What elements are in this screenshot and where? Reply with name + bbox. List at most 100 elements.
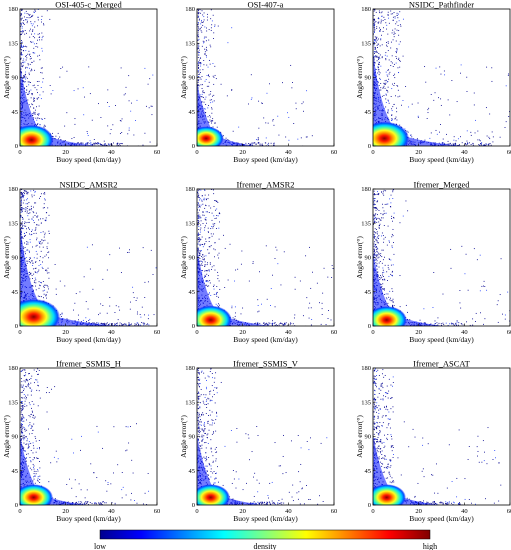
scatter-point — [374, 245, 376, 247]
scatter-point — [31, 389, 33, 391]
y-tick-label: 0 — [192, 323, 195, 330]
scatter-point — [321, 302, 323, 304]
scatter-point — [27, 385, 29, 387]
scatter-point — [212, 95, 213, 97]
scatter-point — [203, 199, 205, 201]
scatter-point — [453, 139, 455, 141]
scatter-point — [382, 276, 384, 277]
scatter-point — [29, 53, 31, 55]
scatter-point — [209, 280, 211, 282]
scatter-point — [21, 221, 23, 223]
scatter-point — [373, 248, 375, 250]
scatter-point — [206, 211, 208, 213]
scatter-point — [21, 418, 23, 420]
scatter-point — [202, 69, 204, 71]
scatter-point — [21, 26, 23, 28]
scatter-point — [28, 447, 30, 449]
scatter-point — [215, 209, 217, 211]
scatter-point — [22, 407, 24, 409]
x-tick-label: 0 — [195, 329, 198, 336]
scatter-point — [45, 220, 47, 222]
scatter-point — [198, 372, 200, 374]
scatter-point — [79, 503, 81, 505]
scatter-point — [393, 75, 395, 76]
scatter-point — [35, 451, 37, 453]
scatter-point — [20, 225, 22, 227]
scatter-point — [144, 281, 146, 283]
scatter-point — [411, 103, 413, 105]
scatter-point — [211, 219, 213, 221]
scatter-point — [456, 320, 458, 322]
scatter-point — [33, 282, 35, 284]
scatter-point — [443, 142, 445, 144]
scatter-point — [204, 284, 206, 286]
scatter-point — [433, 272, 435, 273]
scatter-point — [265, 245, 267, 247]
scatter-point — [29, 433, 30, 435]
scatter-point — [272, 320, 273, 322]
scatter-point — [22, 369, 24, 371]
scatter-point — [76, 503, 78, 504]
scatter-point — [39, 256, 41, 258]
scatter-point — [149, 78, 151, 80]
scatter-point — [480, 143, 482, 145]
scatter-point — [379, 45, 381, 47]
scatter-point — [28, 441, 30, 443]
scatter-point — [23, 442, 25, 444]
scatter-point — [216, 291, 218, 293]
scatter-point — [32, 442, 34, 444]
scatter-point — [197, 84, 199, 86]
scatter-point — [117, 319, 119, 321]
scatter-point — [67, 501, 69, 503]
scatter-point — [197, 51, 199, 53]
scatter-point — [47, 242, 49, 244]
x-tick-label: 20 — [239, 149, 246, 156]
scatter-point — [35, 227, 37, 229]
scatter-point — [382, 274, 384, 276]
scatter-point — [109, 296, 111, 298]
scatter-point — [151, 114, 153, 116]
scatter-point — [387, 267, 389, 269]
scatter-point — [376, 260, 378, 262]
scatter-point — [197, 190, 199, 192]
scatter-point — [234, 315, 236, 317]
scatter-point — [257, 311, 259, 313]
scatter-point — [22, 384, 24, 386]
scatter-point — [42, 218, 44, 220]
scatter-point — [375, 254, 377, 255]
scatter-point — [33, 403, 35, 405]
scatter-point — [383, 27, 384, 29]
scatter-point — [206, 50, 208, 52]
scatter-point — [292, 82, 294, 84]
scatter-point — [119, 247, 120, 249]
scatter-point — [31, 41, 32, 43]
scatter-point — [374, 221, 375, 223]
scatter-point — [380, 283, 381, 285]
scatter-point — [29, 457, 31, 458]
scatter-point — [219, 288, 221, 290]
scatter-point — [401, 104, 402, 106]
scatter-point — [381, 56, 383, 58]
scatter-point — [213, 215, 215, 217]
scatter-point — [198, 229, 200, 230]
scatter-point — [385, 94, 387, 96]
scatter-point — [466, 130, 468, 132]
x-tick-label: 60 — [154, 329, 161, 336]
scatter-point — [141, 322, 143, 324]
scatter-point — [376, 254, 377, 256]
scatter-point — [33, 465, 35, 467]
scatter-point — [32, 220, 34, 222]
scatter-point — [24, 381, 26, 383]
scatter-point — [205, 96, 207, 98]
scatter-point — [204, 261, 206, 263]
scatter-point — [33, 470, 35, 472]
scatter-point — [20, 425, 22, 427]
scatter-point — [144, 314, 145, 316]
scatter-point — [28, 17, 30, 19]
scatter-point — [377, 233, 378, 235]
scatter-point — [24, 73, 26, 75]
scatter-point — [33, 414, 35, 416]
scatter-point — [390, 206, 392, 208]
scatter-point — [35, 279, 37, 281]
scatter-point — [44, 239, 46, 241]
